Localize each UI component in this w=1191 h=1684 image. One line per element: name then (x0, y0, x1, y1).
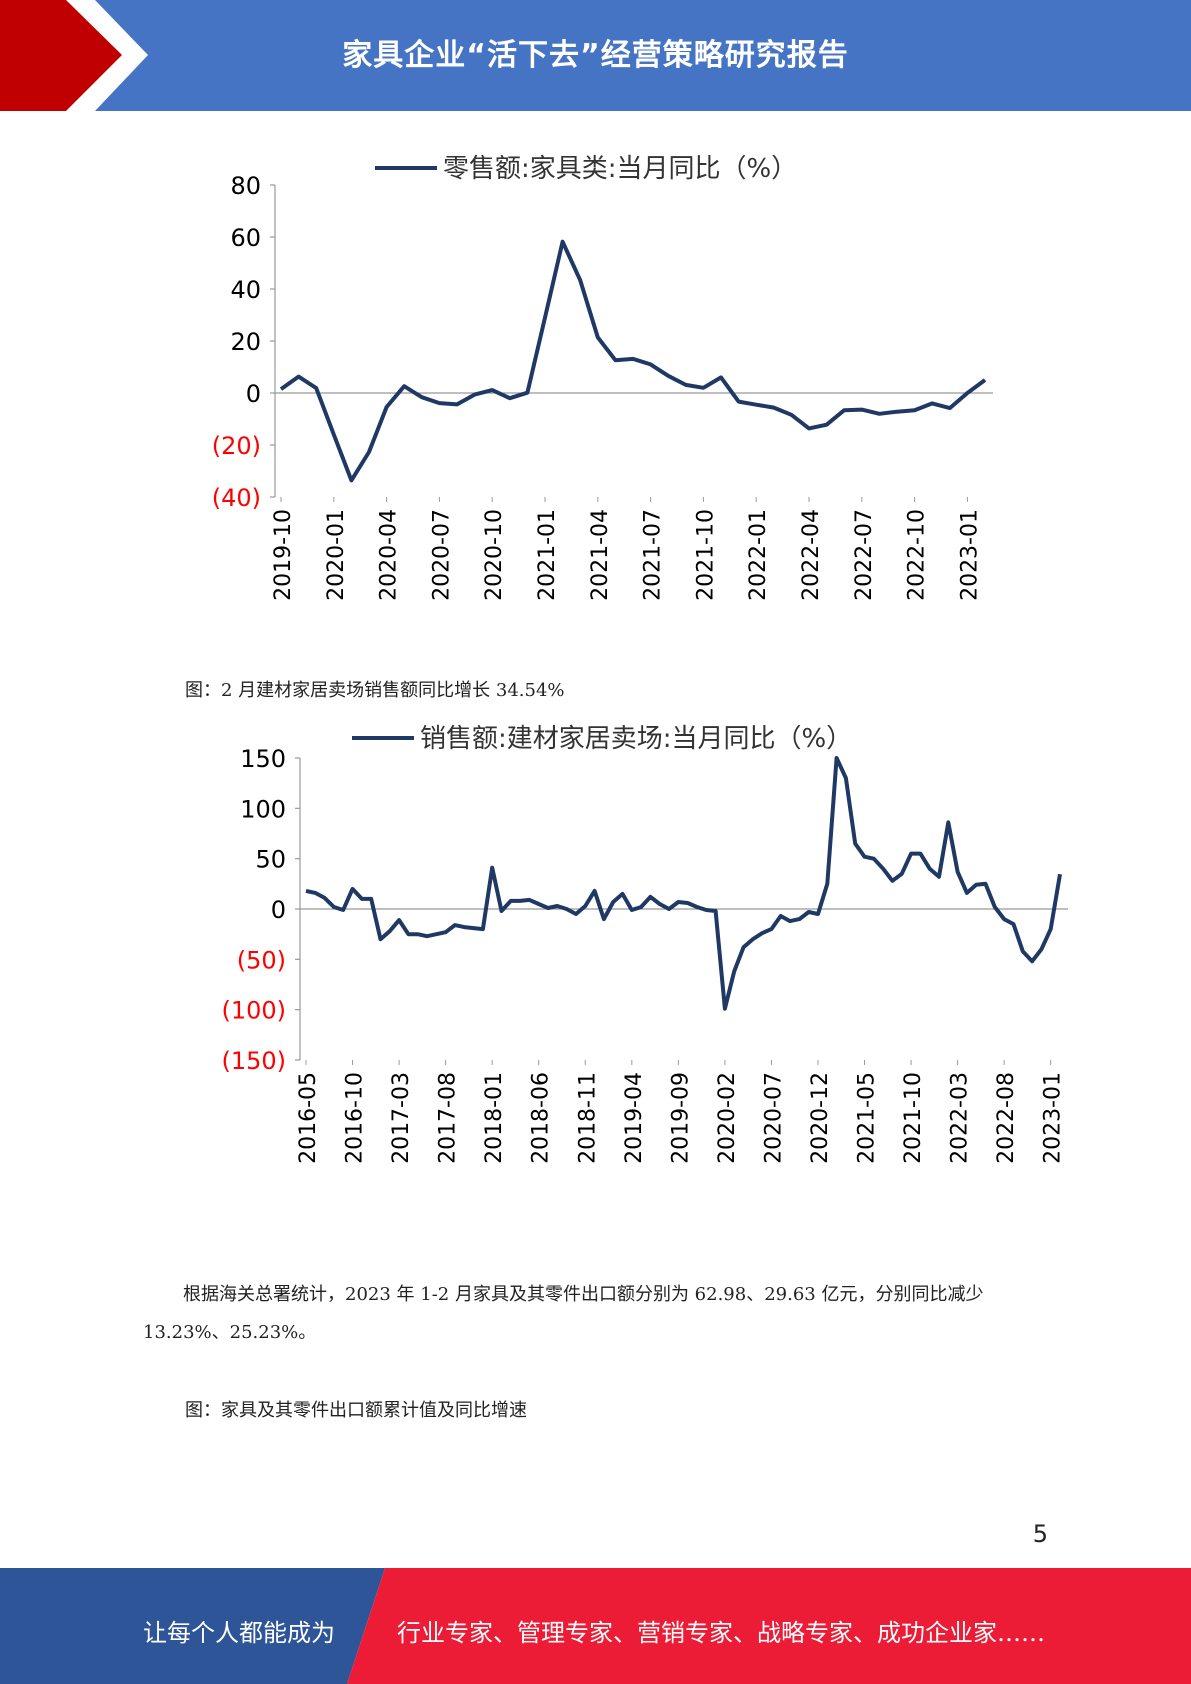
y-tick-label: 80 (230, 172, 261, 200)
x-tick-label: 2018-11 (575, 1072, 600, 1164)
y-tick-label: 150 (240, 745, 286, 773)
x-tick-label: 2018-01 (482, 1072, 507, 1164)
x-tick-label: 2021-07 (641, 509, 666, 601)
legend-label: 零售额:家具类:当月同比（%） (443, 154, 797, 184)
y-tick-label: (100) (221, 997, 286, 1025)
y-tick-label: 0 (271, 896, 286, 924)
y-tick-label: 20 (230, 328, 261, 356)
y-tick-label: 40 (230, 276, 261, 304)
header-arrow-icon (0, 0, 148, 111)
x-tick-label: 2020-10 (482, 509, 507, 601)
legend-label: 销售额:建材家居卖场:当月同比（%） (420, 724, 852, 754)
x-tick-label: 2021-10 (693, 509, 718, 601)
x-tick-label: 2022-04 (799, 509, 824, 601)
building-materials-chart: 销售额:建材家居卖场:当月同比（%） 150 100 50 0 (50) (100) (150… (180, 715, 1080, 1225)
figure-caption-2: 图：2 月建材家居卖场销售额同比增长 34.54% (185, 680, 565, 701)
x-tick-label: 2016-05 (296, 1072, 321, 1164)
x-tick-label: 2021-01 (535, 509, 560, 601)
x-tick-label: 2023-01 (957, 509, 982, 601)
x-tick-label: 2020-07 (429, 509, 454, 601)
footer-slogan: 让每个人都能成为 (143, 1619, 335, 1647)
y-tick-label: 0 (246, 380, 261, 408)
x-tick-label: 2016-10 (343, 1072, 368, 1164)
x-tick-label: 2019-10 (271, 509, 296, 601)
header-title: 家具企业“活下去”经营策略研究报告 (342, 38, 849, 73)
x-tick-label: 2020-04 (377, 509, 402, 601)
x-tick-label: 2023-01 (1041, 1072, 1066, 1164)
x-tick-label: 2020-07 (761, 1072, 786, 1164)
y-tick-label: 100 (240, 795, 286, 823)
x-tick-label: 2020-01 (324, 509, 349, 601)
series-line (305, 756, 1062, 1011)
figure-caption-3: 图：家具及其零件出口额累计值及同比增速 (185, 1400, 527, 1421)
x-tick-label: 2022-01 (746, 509, 771, 601)
x-tick-label: 2022-03 (948, 1072, 973, 1164)
x-tick-label: 2019-04 (622, 1072, 647, 1164)
export-paragraph: 根据海关总署统计，2023 年 1-2 月家具及其零件出口额分别为 62.98、… (143, 1284, 984, 1343)
x-tick-label: 2021-05 (855, 1072, 880, 1164)
x-tick-label: 2019-09 (668, 1072, 693, 1164)
x-tick-label: 2021-04 (588, 509, 613, 601)
y-tick-label: (20) (212, 432, 261, 460)
x-tick-label: 2021-10 (901, 1072, 926, 1164)
x-tick-label: 2018-06 (529, 1072, 554, 1164)
footer-background (0, 1568, 1191, 1684)
y-tick-label: (40) (212, 484, 261, 512)
y-tick-label: (150) (221, 1047, 286, 1075)
x-tick-label: 2020-02 (715, 1072, 740, 1164)
x-tick-label: 2020-12 (808, 1072, 833, 1164)
y-tick-label: 50 (255, 846, 286, 874)
page-number: 5 (1032, 1520, 1048, 1548)
x-tick-label: 2022-07 (852, 509, 877, 601)
y-tick-label: 60 (230, 224, 261, 252)
furniture-retail-chart: 零售额:家具类:当月同比（%） 80 60 40 20 0 (20) (40) 2019-10 2… (180, 140, 1030, 630)
x-tick-label: 2022-10 (905, 509, 930, 601)
x-tick-label: 2022-08 (994, 1072, 1019, 1164)
x-tick-label: 2017-08 (436, 1072, 461, 1164)
series-line (279, 239, 987, 483)
footer-roles: 行业专家、管理专家、营销专家、战略专家、成功企业家…… (397, 1619, 1045, 1647)
x-tick-label: 2017-03 (389, 1072, 414, 1164)
page-footer: 让每个人都能成为 行业专家、管理专家、营销专家、战略专家、成功企业家…… (0, 1568, 1191, 1684)
page-header: 家具企业“活下去”经营策略研究报告 (0, 0, 1191, 111)
y-tick-label: (50) (237, 946, 286, 974)
